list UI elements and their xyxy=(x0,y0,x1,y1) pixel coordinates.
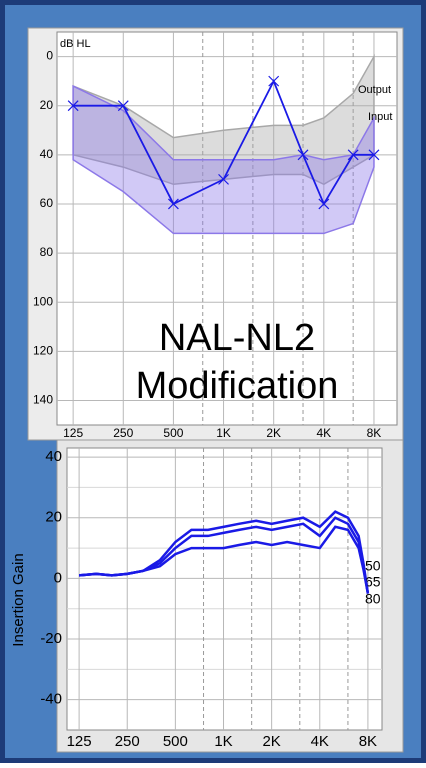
band xyxy=(72,84,375,235)
y-tick-label: 60 xyxy=(40,196,54,210)
x-tick-label: 1K xyxy=(214,733,232,750)
marker xyxy=(368,149,380,161)
x-tick-label: 500 xyxy=(163,733,188,750)
marker xyxy=(268,75,280,87)
y-tick-label: -40 xyxy=(40,691,62,708)
x-tick-label: 500 xyxy=(163,426,183,440)
x-tick-label: 2K xyxy=(262,733,280,750)
y-tick-label: 80 xyxy=(40,245,54,259)
marker xyxy=(318,198,330,210)
y-tick-label: 20 xyxy=(40,98,54,112)
x-tick-label: 8K xyxy=(359,733,377,750)
x-tick-label: 4K xyxy=(311,733,329,750)
x-tick-label: 125 xyxy=(67,733,92,750)
band-label: Input xyxy=(368,111,392,123)
series-label: 50 xyxy=(365,558,381,574)
x-tick-label: 250 xyxy=(115,733,140,750)
y-axis-label: dB HL xyxy=(60,38,91,50)
annotation: Modification xyxy=(136,365,339,407)
marker xyxy=(117,100,129,112)
marker xyxy=(167,198,179,210)
x-tick-label: 1K xyxy=(216,426,231,440)
y-tick-label: 40 xyxy=(45,448,62,465)
y-tick-label: 140 xyxy=(33,393,53,407)
x-tick-label: 2K xyxy=(266,426,281,440)
y-tick-label: -20 xyxy=(40,630,62,647)
marker xyxy=(347,149,359,161)
y-tick-label: 20 xyxy=(45,509,62,526)
y-axis-label: Insertion Gain xyxy=(10,553,27,646)
line xyxy=(78,525,370,594)
y-tick-label: 120 xyxy=(33,343,53,357)
marker xyxy=(218,173,229,185)
x-tick-label: 8K xyxy=(367,426,382,440)
band-label: Output xyxy=(358,84,391,96)
y-tick-label: 0 xyxy=(54,569,62,586)
marker xyxy=(297,149,309,161)
x-tick-label: 250 xyxy=(113,426,133,440)
plot-area xyxy=(66,447,383,731)
x-tick-label: 125 xyxy=(63,426,83,440)
y-tick-label: 100 xyxy=(33,294,53,308)
y-tick-label: 0 xyxy=(46,49,53,63)
series-label: 65 xyxy=(365,574,381,590)
x-tick-label: 4K xyxy=(316,426,331,440)
annotation: NAL-NL2 xyxy=(159,317,315,359)
marker xyxy=(67,100,79,112)
y-tick-label: 40 xyxy=(40,147,54,161)
series-label: 80 xyxy=(365,591,381,607)
